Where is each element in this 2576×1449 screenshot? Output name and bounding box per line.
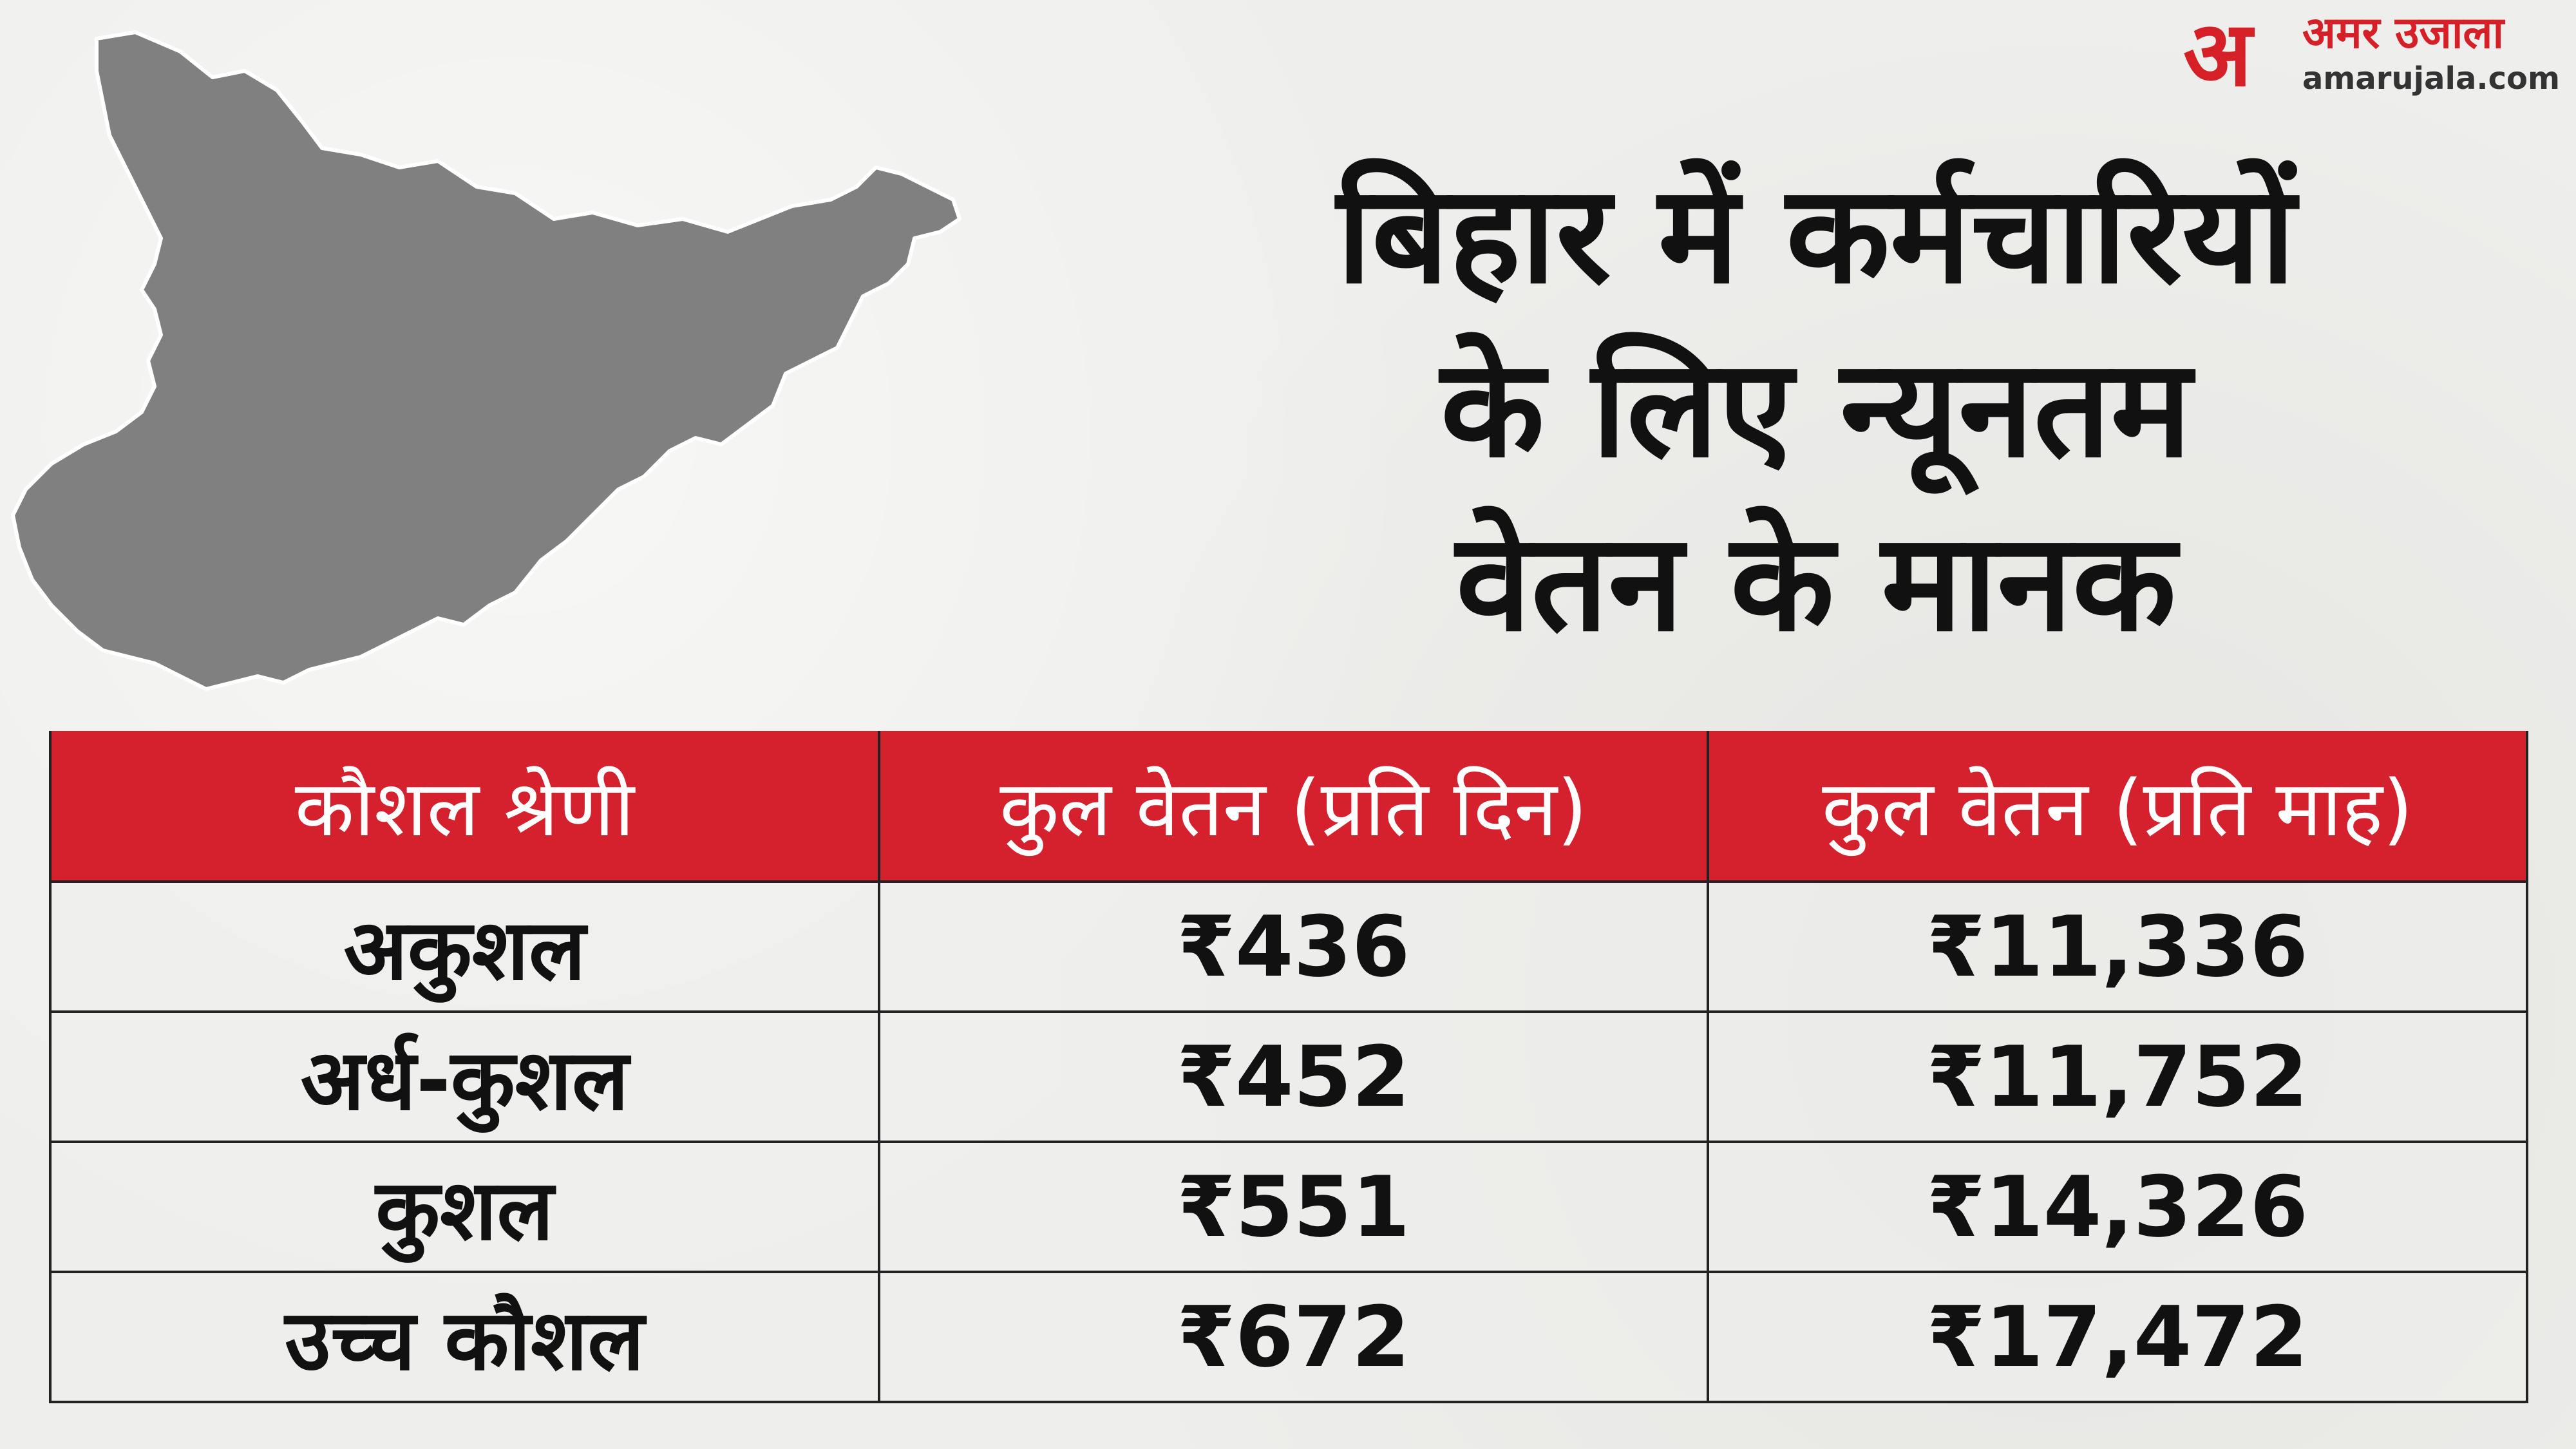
cell-skill: अर्ध-कुशल [49,1010,880,1143]
table-row: उच्च कौशल ₹672 ₹17,472 [49,1271,2528,1403]
table-row: कुशल ₹551 ₹14,326 [49,1141,2528,1273]
title-line-1: बिहार में कर्मचारियों [1336,156,2296,314]
title-line-2: के लिए न्यूनतम [1441,330,2192,488]
cell-monthly-wage: ₹17,472 [1707,1271,2528,1403]
page-title: बिहार में कर्मचारियों के लिए न्यूनतम वेत… [1095,148,2537,670]
logo-url: amarujala.com [2302,61,2561,97]
table-header-row: कौशल श्रेणी कुल वेतन (प्रति दिन) कुल वेत… [49,731,2528,883]
cell-monthly-wage: ₹11,336 [1707,880,2528,1013]
cell-daily-wage: ₹551 [878,1141,1709,1273]
cell-monthly-wage: ₹11,752 [1707,1010,2528,1143]
logo-mark: अ [2183,2,2252,107]
cell-skill: कुशल [49,1141,880,1273]
table-row: अकुशल ₹436 ₹11,336 [49,880,2528,1013]
header-wage-per-month: कुल वेतन (प्रति माह) [1707,731,2528,883]
cell-daily-wage: ₹436 [878,880,1709,1013]
amarujala-logo: अ अमर उजाला amarujala.com [2183,6,2570,103]
cell-daily-wage: ₹452 [878,1010,1709,1143]
cell-daily-wage: ₹672 [878,1271,1709,1403]
cell-monthly-wage: ₹14,326 [1707,1141,2528,1273]
logo-name: अमर उजाला [2302,8,2505,59]
table-row: अर्ध-कुशल ₹452 ₹11,752 [49,1010,2528,1143]
cell-skill: अकुशल [49,880,880,1013]
cell-skill: उच्च कौशल [49,1271,880,1403]
header-wage-per-day: कुल वेतन (प्रति दिन) [878,731,1709,883]
header-skill-category: कौशल श्रेणी [49,731,880,883]
minimum-wage-table: कौशल श्रेणी कुल वेतन (प्रति दिन) कुल वेत… [49,731,2528,1403]
title-line-3: वेतन के मानक [1455,504,2177,661]
bihar-map-icon [11,30,961,691]
